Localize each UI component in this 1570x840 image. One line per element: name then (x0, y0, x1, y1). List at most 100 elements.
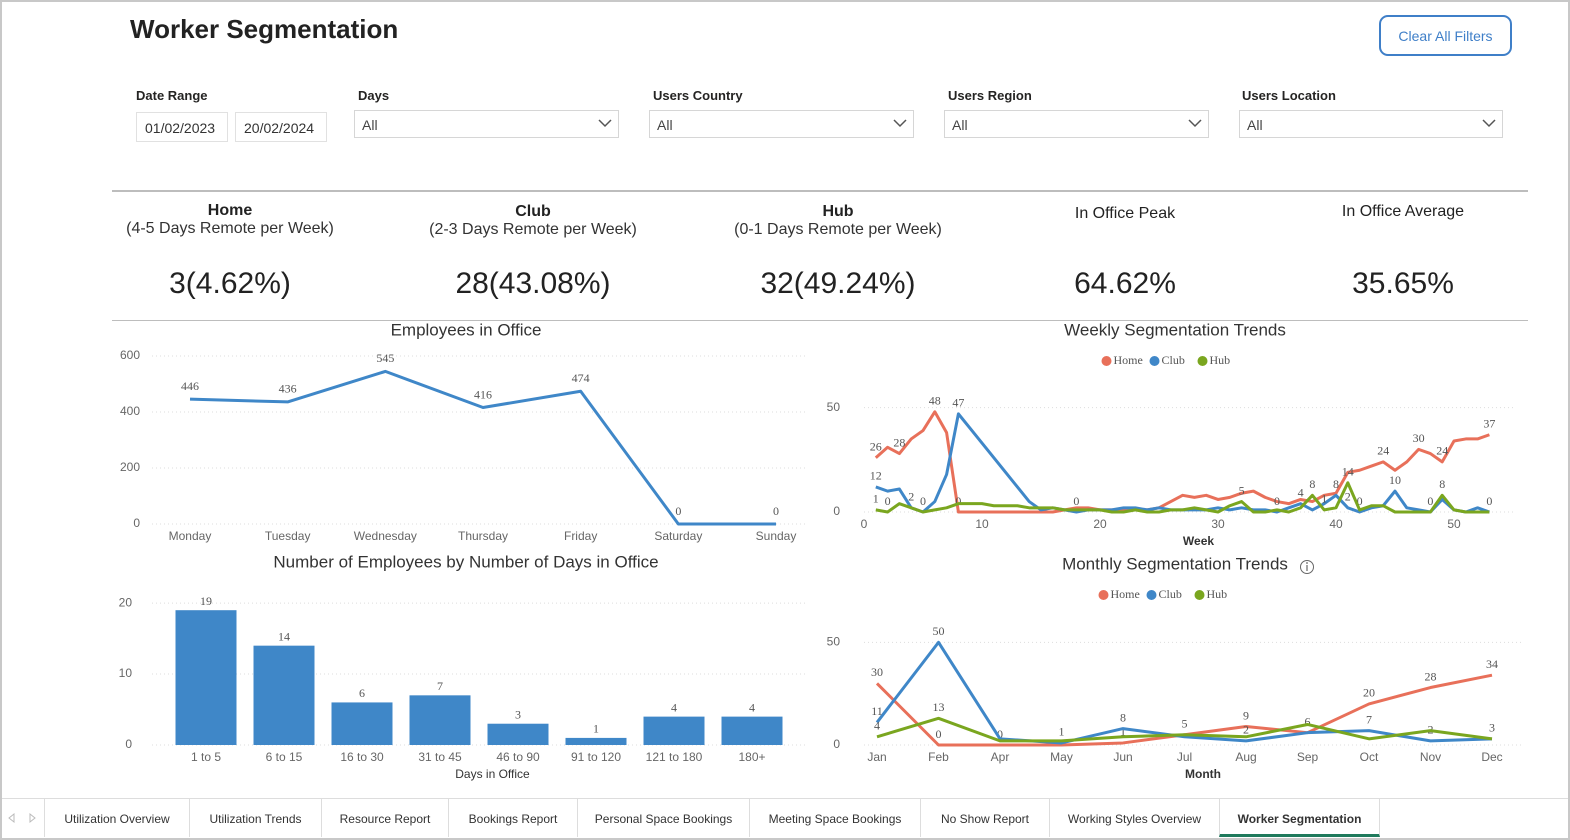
data-label: 0 (1073, 494, 1079, 508)
tab[interactable]: Bookings Report (448, 799, 577, 837)
x-tick-label: 20 (1093, 517, 1107, 531)
dropdown[interactable]: All (649, 110, 914, 138)
kpi-subtitle: (0-1 Days Remote per Week) (734, 221, 942, 238)
chevron (598, 119, 612, 128)
series-line (875, 640, 1493, 745)
dropdown[interactable]: All (944, 110, 1209, 138)
data-label: 4 (1298, 485, 1304, 499)
tab[interactable]: Personal Space Bookings (577, 799, 749, 837)
kpi-value: 3(4.62%) (169, 267, 291, 300)
data-label: 0 (1486, 494, 1492, 508)
data-label: 8 (1333, 477, 1339, 491)
data-label: 0 (773, 504, 779, 518)
data-label: 474 (572, 371, 590, 385)
x-axis-label: Month (1185, 767, 1221, 781)
tab[interactable]: Working Styles Overview (1049, 799, 1219, 837)
data-label: 545 (376, 351, 394, 365)
kpi-card: In Office Average (1253, 203, 1553, 221)
data-label: 50 (933, 624, 945, 638)
x-tick-label: Wednesday (354, 529, 417, 543)
series-line (875, 481, 1490, 514)
data-label: 446 (181, 379, 199, 393)
y-tick-label: 20 (119, 595, 133, 609)
legend-marker (1098, 590, 1109, 600)
data-label: 0 (920, 494, 926, 508)
date-input[interactable]: 20/02/2024 (235, 112, 327, 142)
data-label: 11 (871, 704, 883, 718)
x-axis-label: Days in Office (455, 767, 530, 781)
data-label: 1 (1120, 725, 1126, 739)
data-label: 30 (1413, 431, 1425, 445)
dropdown[interactable]: All (354, 110, 619, 138)
tab[interactable]: Utilization Trends (189, 799, 321, 837)
y-tick-label: 600 (120, 348, 140, 362)
data-label: 4 (749, 700, 755, 714)
data-label: 14 (278, 629, 290, 643)
data-label: 0 (1427, 494, 1433, 508)
x-tick-label: 31 to 45 (418, 750, 462, 764)
data-label: 6 (359, 686, 365, 700)
data-label: 24 (1436, 444, 1448, 458)
x-tick-label: Sunday (756, 529, 797, 543)
tab[interactable]: Meeting Space Bookings (749, 799, 920, 837)
x-tick-label: Monday (169, 529, 212, 543)
filter-label: Days (358, 88, 390, 103)
x-tick-label: 10 (975, 517, 989, 531)
y-tick-label: 0 (125, 737, 132, 751)
y-tick-label: 0 (133, 516, 140, 530)
kpi-card: Home (4-5 Days Remote per Week) (80, 202, 380, 238)
data-label: 7 (1366, 712, 1372, 726)
legend-marker (1146, 590, 1157, 600)
x-tick-label: Jul (1177, 750, 1192, 764)
data-label: 8 (1309, 477, 1315, 491)
data-label: 8 (1439, 477, 1445, 491)
x-tick-label: 91 to 120 (571, 750, 621, 764)
kpi-subtitle: (2-3 Days Remote per Week) (429, 221, 637, 238)
x-tick-label: 0 (861, 517, 868, 531)
data-label: 34 (1486, 657, 1498, 671)
data-label: 0 (955, 494, 961, 508)
data-label: 12 (870, 469, 882, 483)
x-tick-label: Feb (928, 750, 949, 764)
bar (643, 716, 705, 745)
x-tick-label: Nov (1420, 750, 1441, 764)
filter-label: Users Country (653, 88, 743, 103)
date-input[interactable]: 01/02/2023 (136, 112, 228, 142)
data-label: 2 (908, 490, 914, 504)
data-label: 4 (671, 700, 677, 714)
x-tick-label: 6 to 15 (266, 750, 303, 764)
legend-marker (1101, 356, 1112, 366)
tab[interactable]: Utilization Overview (44, 799, 189, 837)
chart-title: Number of Employees by Number of Days in… (273, 552, 658, 571)
chart-title: Employees in Office (391, 322, 542, 339)
x-tick-label: Saturday (654, 529, 702, 543)
data-label: 4 (874, 719, 880, 733)
x-tick-label: Jan (867, 750, 886, 764)
data-label: 2 (1345, 490, 1351, 504)
x-tick-label: Oct (1360, 750, 1379, 764)
data-label: 1 (593, 722, 599, 736)
data-label: 0 (885, 494, 891, 508)
dropdown-value: All (1247, 117, 1263, 133)
tab[interactable]: No Show Report (920, 799, 1049, 837)
data-label: 28 (893, 435, 905, 449)
x-axis-label: Week (1183, 534, 1214, 548)
y-tick-label: 0 (833, 504, 840, 518)
dropdown[interactable]: All (1239, 110, 1503, 138)
legend-label: Home (1114, 353, 1143, 367)
x-tick-label: Tuesday (265, 529, 311, 543)
bar (565, 737, 627, 745)
bar (331, 702, 393, 745)
x-tick-label: 16 to 30 (340, 750, 384, 764)
x-tick-label: Dec (1481, 750, 1502, 764)
kpi-value: 28(43.08%) (455, 267, 611, 300)
x-tick-label: Friday (564, 529, 597, 543)
page-title: Worker Segmentation (130, 14, 399, 44)
clear-filters-button[interactable]: Clear All Filters (1379, 15, 1512, 56)
tab[interactable]: Worker Segmentation (1219, 799, 1380, 837)
kpi-card: Hub (0-1 Days Remote per Week) (688, 203, 988, 239)
data-label: 47 (952, 396, 964, 410)
tab[interactable]: Resource Report (321, 799, 448, 837)
tab-nav[interactable] (6, 812, 40, 824)
